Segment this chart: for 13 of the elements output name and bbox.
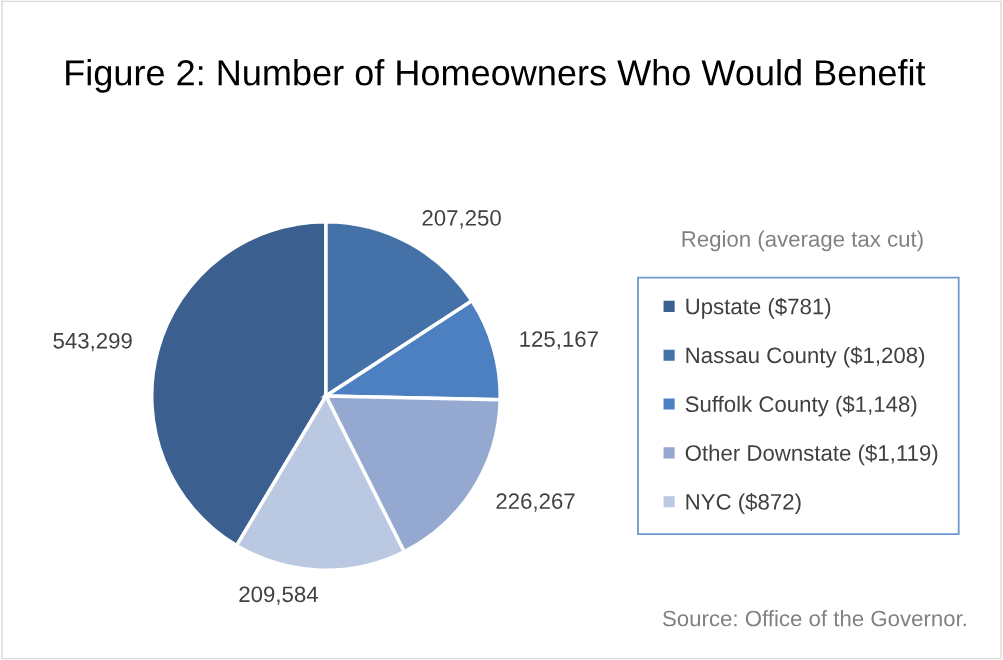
data-label: 207,250 (422, 210, 501, 229)
legend-label: NYC ($872) (686, 493, 801, 515)
legend-label: Nassau County ($1,208) (686, 346, 925, 368)
source-note: Source: Office of the Governor. (662, 610, 966, 627)
data-label: 226,267 (496, 493, 575, 512)
legend-title: Region (average tax cut) (682, 230, 923, 252)
chart-title: Figure 2: Number of Homeowners Who Would Benefit (66, 59, 926, 93)
data-label: 125,167 (520, 331, 598, 350)
legend-label: Upstate ($781) (686, 297, 831, 319)
data-label: 543,299 (53, 332, 132, 352)
legend-label: Suffolk County ($1,148) (685, 395, 917, 417)
legend-label: Other Downstate ($1,119) (685, 444, 938, 466)
data-label: 209,584 (239, 586, 318, 605)
